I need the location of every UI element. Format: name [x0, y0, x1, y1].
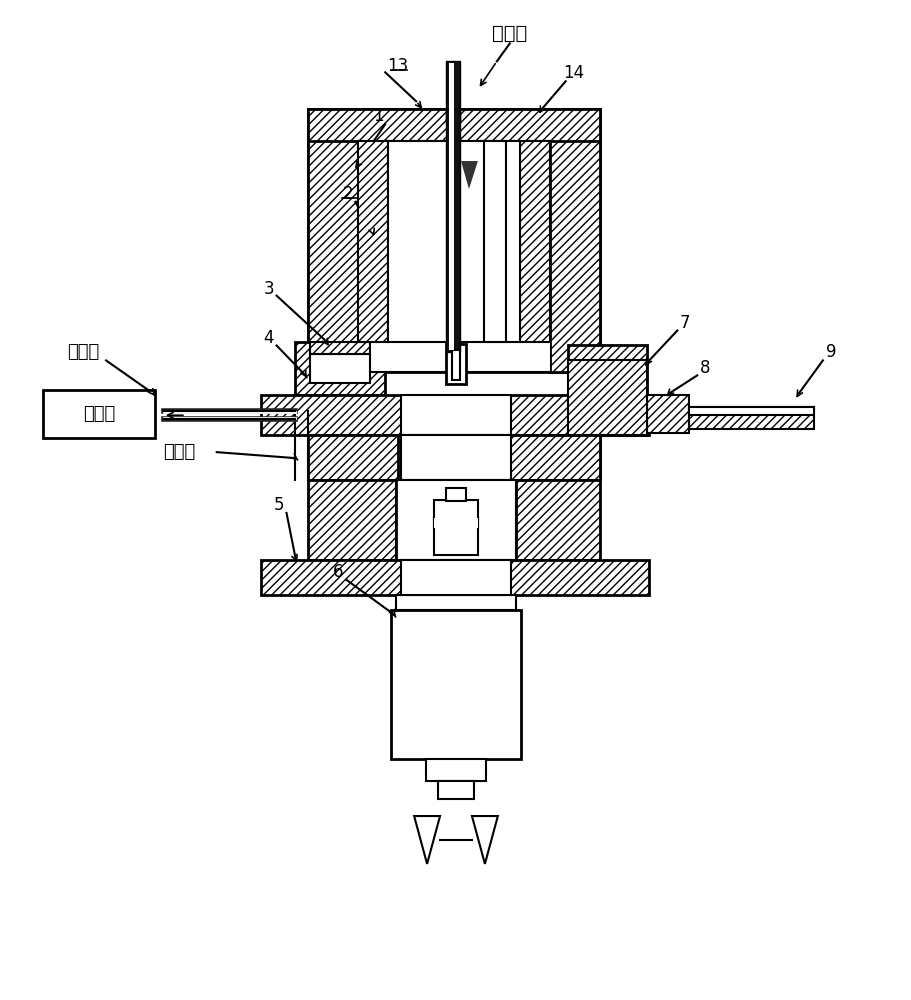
Text: 9: 9	[825, 343, 836, 361]
Text: 进气口: 进气口	[492, 24, 527, 43]
Bar	[261, 560, 650, 595]
Text: 6: 6	[333, 563, 343, 581]
Text: 13: 13	[387, 57, 409, 75]
Text: 5: 5	[273, 496, 284, 514]
Bar	[401, 560, 511, 595]
Bar	[690, 407, 814, 415]
Bar	[261, 395, 650, 435]
Polygon shape	[472, 816, 498, 864]
Text: 8: 8	[700, 359, 711, 377]
Bar	[520, 141, 549, 342]
Text: 4: 4	[263, 329, 274, 347]
Bar	[568, 345, 648, 435]
Bar	[396, 595, 516, 610]
Bar	[311, 342, 370, 354]
Bar	[452, 350, 460, 380]
Text: 解析腔: 解析腔	[163, 443, 195, 461]
Bar	[309, 480, 599, 560]
Polygon shape	[461, 161, 478, 189]
Bar	[438, 781, 474, 799]
Bar	[484, 141, 506, 342]
Polygon shape	[415, 816, 440, 864]
Text: 1: 1	[373, 107, 384, 125]
Bar	[446, 61, 460, 121]
Bar	[401, 395, 511, 435]
Text: 出气口: 出气口	[67, 343, 99, 361]
Text: 2: 2	[343, 185, 353, 203]
Bar	[388, 141, 520, 342]
Bar	[434, 500, 478, 555]
Text: 14: 14	[563, 64, 584, 82]
Bar	[309, 109, 599, 372]
Bar	[358, 141, 388, 342]
Bar	[549, 109, 599, 372]
Bar	[446, 109, 460, 352]
Bar	[309, 109, 358, 372]
Text: 检测器: 检测器	[83, 405, 115, 423]
Bar	[690, 407, 814, 429]
Bar	[568, 360, 648, 435]
Bar	[449, 111, 454, 350]
Bar	[309, 109, 599, 141]
Bar	[470, 518, 478, 528]
Bar	[426, 759, 486, 781]
Bar	[434, 518, 442, 528]
Bar	[446, 344, 466, 384]
Bar	[396, 480, 516, 560]
Bar	[446, 488, 466, 501]
Bar	[449, 63, 454, 119]
Bar	[510, 435, 599, 480]
Text: 7: 7	[680, 314, 691, 332]
Text: 3: 3	[263, 280, 274, 298]
Bar	[295, 342, 385, 395]
Bar	[648, 395, 690, 433]
Bar	[309, 435, 599, 480]
Bar	[43, 390, 155, 438]
Bar	[401, 435, 511, 480]
Bar	[311, 354, 370, 383]
Bar	[391, 610, 521, 759]
Bar	[309, 435, 398, 480]
Bar	[358, 141, 549, 372]
